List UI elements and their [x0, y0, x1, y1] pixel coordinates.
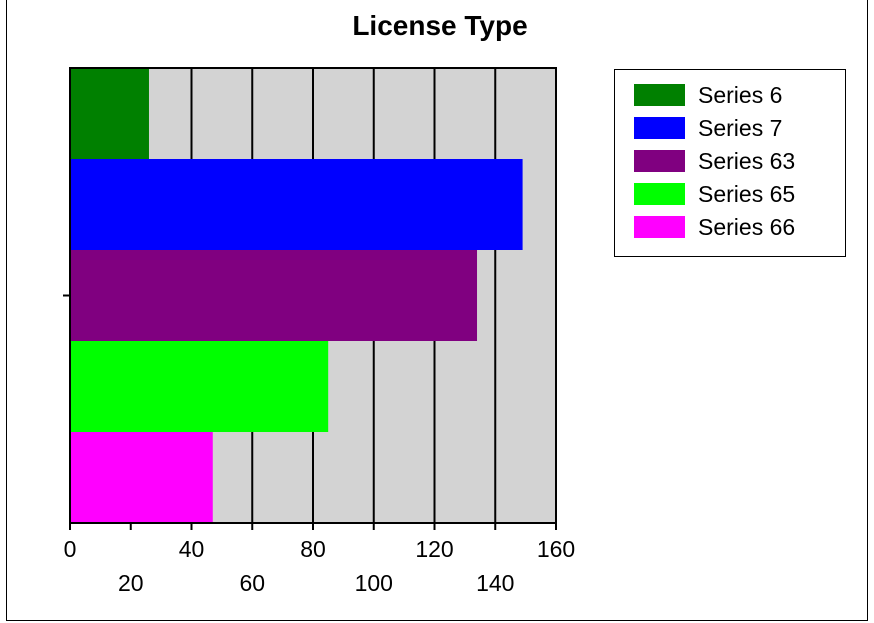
x-tick-label: 60	[239, 570, 265, 596]
x-tick-label: 100	[355, 570, 393, 596]
legend-item: Series 63	[634, 147, 796, 174]
x-tick-label: 0	[64, 536, 77, 562]
legend-swatch	[634, 117, 685, 139]
bar	[70, 432, 213, 523]
legend-label: Series 6	[698, 81, 783, 108]
legend-label: Series 63	[698, 147, 796, 174]
x-tick-label: 40	[179, 536, 205, 562]
x-tick-label: 120	[415, 536, 453, 562]
bar	[70, 250, 478, 341]
legend-item: Series 7	[634, 114, 783, 141]
chart-legend: Series 6 Series 7 Series 63 Series 65 Series…	[614, 69, 846, 257]
bar	[70, 159, 523, 250]
legend-label: Series 66	[698, 213, 796, 240]
legend-item: Series 6	[634, 81, 783, 108]
bar	[70, 68, 149, 159]
legend-swatch	[634, 84, 685, 106]
x-tick-label: 20	[118, 570, 144, 596]
legend-item: Series 65	[634, 180, 796, 207]
legend-swatch	[634, 183, 685, 205]
x-tick-label: 140	[476, 570, 514, 596]
legend-swatch	[634, 216, 685, 238]
bar	[70, 341, 329, 432]
legend-swatch	[634, 150, 685, 172]
x-tick-label: 160	[537, 536, 575, 562]
legend-label: Series 65	[698, 180, 796, 207]
legend-label: Series 7	[698, 114, 783, 141]
chart-title: License Type	[352, 10, 528, 41]
legend-item: Series 66	[634, 213, 796, 240]
x-tick-label: 80	[300, 536, 326, 562]
